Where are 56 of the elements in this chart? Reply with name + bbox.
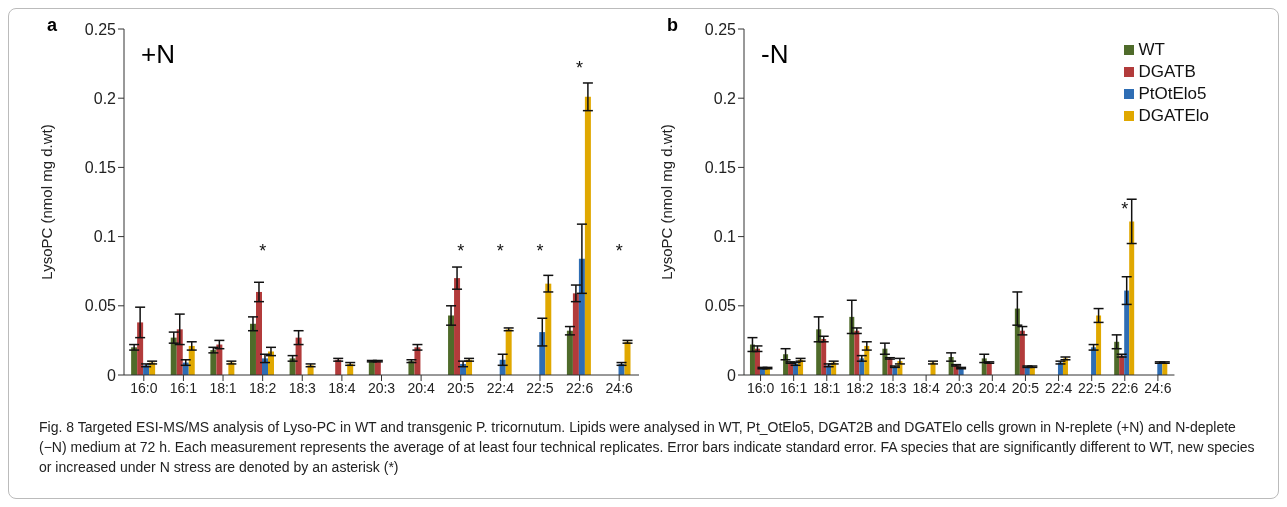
annotation: * bbox=[576, 58, 584, 79]
caption: Fig. 8 Targeted ESI-MS/MS analysis of Lyso-PC in WT and transgenic P. tricornutum. Lipids were analysed in WT, Pt_OtElo5, DGAT2B and DGATElo cells grown in N-replete (+N) and N-deplete (−N) medium at 72 h. Each measurement represents the average of at least four technical replicates. Error bars indicate standard error. FA species that are significantly different to WT, new species or increased under N stress are denoted by an asterisk (*) bbox=[39, 418, 1256, 477]
x-tick-label: 22:5 bbox=[526, 379, 554, 396]
x-tick-label: 20:4 bbox=[407, 379, 435, 396]
x-tick-label: 18:2 bbox=[249, 379, 277, 396]
x-tick-label: 22:4 bbox=[1044, 379, 1073, 396]
x-tick-label: 16:1 bbox=[169, 379, 198, 396]
annotation: * bbox=[536, 240, 544, 261]
y-tick-label: 0.25 bbox=[704, 20, 737, 38]
x-tick-label: 18:4 bbox=[912, 379, 940, 396]
y-tick-label: 0 bbox=[727, 366, 737, 384]
x-tick-label: 18:3 bbox=[288, 379, 317, 396]
x-tick-label: 20:5 bbox=[1011, 379, 1040, 396]
annotation: * bbox=[457, 240, 465, 261]
y-tick-label: 0.1 bbox=[93, 228, 117, 246]
y-tick-label: 0.25 bbox=[84, 20, 117, 38]
chart-title: a bbox=[47, 15, 58, 36]
legend-label: WT bbox=[1138, 39, 1165, 61]
annotation: * bbox=[496, 240, 504, 261]
x-tick-label: 24:6 bbox=[605, 379, 634, 396]
x-tick-label: 18:1 bbox=[813, 379, 841, 396]
x-tick-label: 20:5 bbox=[447, 379, 475, 396]
annotation: * bbox=[259, 240, 267, 261]
annotation: * bbox=[615, 240, 623, 261]
y-tick-label: 0.2 bbox=[713, 89, 737, 107]
legend-label: DGATElo bbox=[1138, 105, 1209, 127]
x-tick-label: 16:0 bbox=[746, 379, 775, 396]
annotation: -N bbox=[761, 39, 789, 70]
y-tick-label: 0.2 bbox=[93, 89, 117, 107]
legend-label: PtOtElo5 bbox=[1138, 83, 1207, 105]
y-tick-label: 0.1 bbox=[713, 228, 737, 246]
x-tick-label: 24:6 bbox=[1144, 379, 1172, 396]
x-tick-label: 18:3 bbox=[879, 379, 907, 396]
x-tick-label: 22:6 bbox=[565, 379, 594, 396]
x-tick-label: 18:1 bbox=[209, 379, 237, 396]
y-tick-label: 0.05 bbox=[84, 297, 117, 315]
y-tick-label: 0.15 bbox=[84, 159, 117, 177]
x-tick-label: 18:2 bbox=[846, 379, 874, 396]
annotation: +N bbox=[141, 39, 175, 70]
y-tick-label: 0 bbox=[107, 366, 117, 384]
chart-title: b bbox=[667, 15, 678, 36]
y-tick-label: 0.05 bbox=[704, 297, 737, 315]
x-tick-label: 20:4 bbox=[978, 379, 1007, 396]
x-tick-label: 16:1 bbox=[780, 379, 808, 396]
legend-label: DGATB bbox=[1138, 61, 1196, 83]
x-tick-label: 22:5 bbox=[1078, 379, 1106, 396]
annotation: * bbox=[1121, 199, 1129, 220]
x-tick-label: 20:3 bbox=[367, 379, 396, 396]
x-tick-label: 16:0 bbox=[130, 379, 158, 396]
y-axis-title: LysoPC (nmol mg d.wt) bbox=[658, 124, 676, 280]
x-tick-label: 18:4 bbox=[328, 379, 356, 396]
y-tick-label: 0.15 bbox=[704, 159, 737, 177]
x-tick-label: 22:6 bbox=[1111, 379, 1139, 396]
y-axis-title: LysoPC (nmol mg d.wt) bbox=[38, 124, 56, 280]
x-tick-label: 20:3 bbox=[945, 379, 974, 396]
x-tick-label: 22:4 bbox=[486, 379, 515, 396]
